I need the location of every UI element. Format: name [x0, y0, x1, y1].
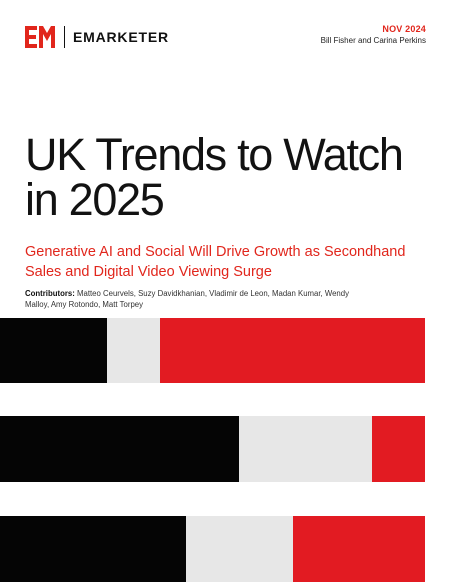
red-bar-segment	[372, 416, 425, 482]
em-logo-mark	[25, 26, 55, 48]
black-bar-segment	[0, 416, 239, 482]
decorative-bar-row-3	[0, 516, 425, 582]
black-bar-segment	[0, 516, 186, 582]
report-meta: NOV 2024 Bill Fisher and Carina Perkins	[321, 24, 426, 46]
gray-bar-segment	[107, 318, 160, 383]
report-date: NOV 2024	[382, 24, 426, 34]
gray-bar-segment	[239, 416, 372, 482]
decorative-bar-row-2	[0, 416, 425, 482]
page-subtitle: Generative AI and Social Will Drive Grow…	[25, 244, 406, 280]
contributors-label: Contributors:	[25, 289, 75, 298]
report-authors: Bill Fisher and Carina Perkins	[320, 36, 426, 46]
page-title: UK Trends to Watch in 2025	[25, 129, 404, 225]
gray-bar-segment	[186, 516, 293, 582]
contributors-list: Matteo Ceurvels, Suzy Davidkhanian, Vlad…	[25, 289, 350, 309]
brand-name: EMARKETER	[73, 29, 169, 45]
contributors-line: Contributors: Matteo Ceurvels, Suzy Davi…	[25, 289, 360, 310]
red-bar-segment	[160, 318, 425, 383]
emarketer-logo[interactable]: EMARKETER	[25, 23, 169, 51]
red-bar-segment	[293, 516, 425, 582]
decorative-bar-row-1	[0, 318, 425, 383]
logo-divider	[64, 26, 65, 48]
black-bar-segment	[0, 318, 107, 383]
